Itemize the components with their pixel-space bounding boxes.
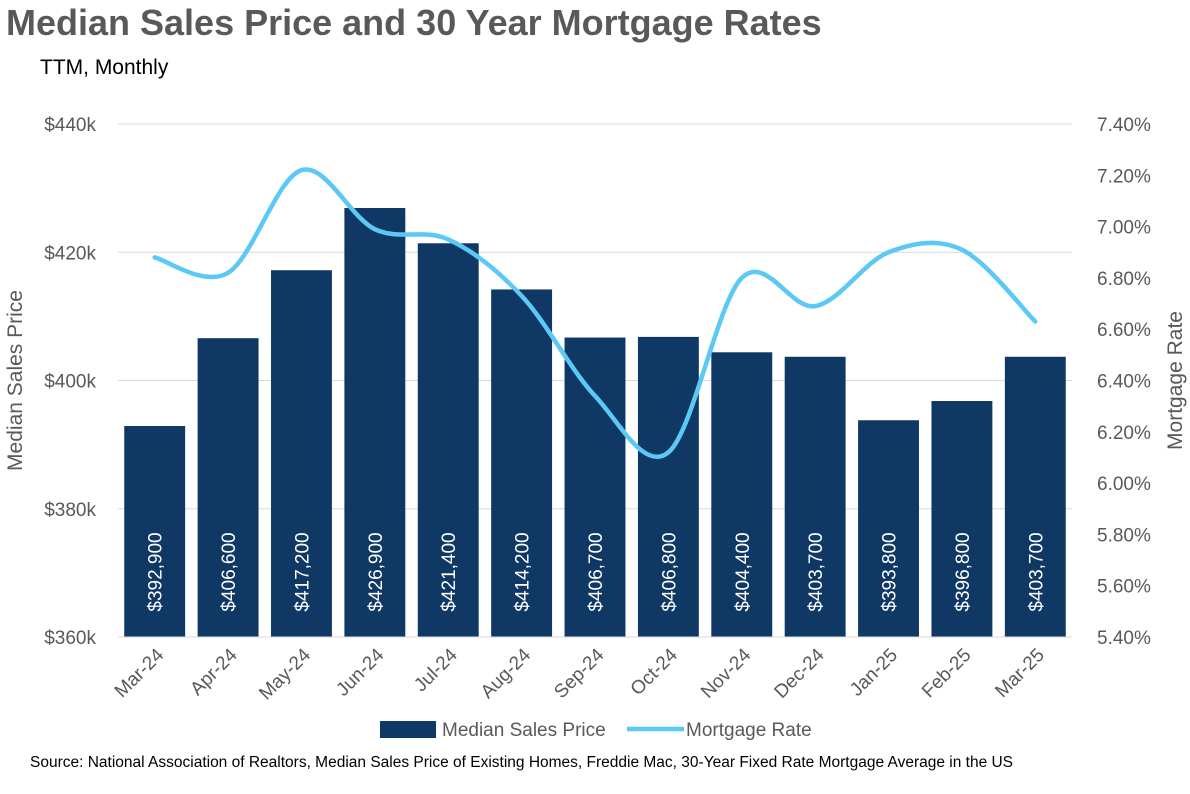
bar-data-label: $404,400 [733,532,754,611]
source-note: Source: National Association of Realtors… [30,754,1014,771]
mortgage-rate-line [152,167,1038,460]
bar [124,426,186,637]
y-tick-label: $360k [44,628,96,649]
bar-data-label: $403,700 [806,532,827,611]
legend-label-bar: Median Sales Price [442,720,606,741]
x-tick-label: Jan-25 [846,645,902,701]
x-tick-label: Aug-24 [477,644,535,702]
x-tick-label: Nov-24 [697,644,755,702]
y-right-tick-label: 5.40% [1097,628,1151,649]
bar-data-label: $414,200 [513,532,534,611]
bar-data-label: $406,700 [586,532,607,611]
bar [711,352,773,637]
x-tick-label: Feb-25 [918,645,975,702]
y-tick-label: $380k [44,500,96,521]
bar-data-label: $392,900 [146,532,167,611]
y-right-tick-label: 7.20% [1097,166,1151,187]
legend-swatch-bar [380,721,436,738]
bar-data-label: $393,800 [880,532,901,611]
bar-data-label: $406,800 [659,532,680,611]
bar-data-label: $406,600 [219,532,240,611]
bar [491,289,553,637]
y-right-tick-label: 7.00% [1097,218,1151,239]
x-tick-label: Jun-24 [332,644,388,700]
legend-label-line: Mortgage Rate [686,720,812,741]
x-tick-label: Jul-24 [410,644,462,696]
x-tick-label: Dec-24 [771,644,829,702]
y-right-tick-label: 5.60% [1097,577,1151,598]
bar [858,420,919,637]
y-axis-title: Median Sales Price [4,290,27,471]
chart-subtitle: TTM, Monthly [40,56,169,79]
y-right-tick-label: 6.20% [1097,423,1151,444]
y-right-tick-label: 7.40% [1097,115,1151,136]
bar [197,338,259,637]
y-tick-label: $400k [44,372,96,393]
y-tick-label: $420k [44,243,96,264]
y-right-tick-label: 6.80% [1097,269,1151,290]
bar [344,208,406,637]
chart-title: Median Sales Price and 30 Year Mortgage … [6,2,822,43]
x-tick-label: Apr-24 [186,644,241,699]
x-tick-label: Oct-24 [627,644,682,699]
bar-data-label: $396,800 [953,532,974,611]
bar-data-label: $421,400 [439,532,460,611]
y-right-tick-label: 6.40% [1097,372,1151,393]
x-tick-label: May-24 [255,644,315,704]
bar [637,336,699,637]
bar [417,243,479,637]
y-tick-label: $440k [44,115,96,136]
bar [564,337,626,637]
bar [931,401,993,637]
y-right-tick-label: 6.60% [1097,320,1151,341]
y-right-tick-label: 5.80% [1097,525,1151,546]
x-tick-label: Mar-25 [991,645,1048,702]
bar [1004,356,1066,637]
x-tick-label: Sep-24 [550,644,608,702]
bar [784,356,846,637]
bar-data-label: $417,200 [292,532,313,611]
bar [271,270,332,637]
y-right-tick-label: 6.00% [1097,474,1151,495]
bar-data-label: $403,700 [1026,532,1047,611]
x-tick-label: Mar-24 [111,644,169,702]
y-right-axis-title: Mortgage Rate [1164,311,1187,450]
bar-data-label: $426,900 [366,532,387,611]
